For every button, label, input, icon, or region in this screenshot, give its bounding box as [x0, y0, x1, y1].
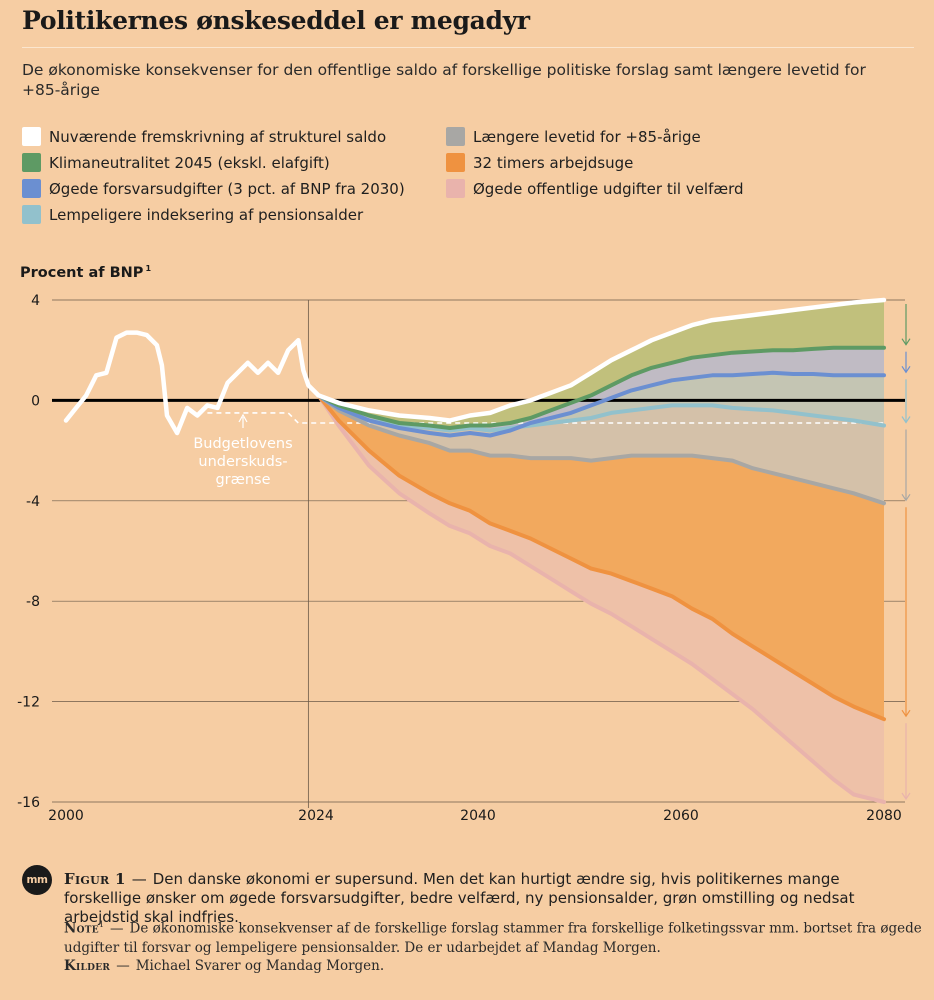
band-climate	[318, 300, 884, 428]
arrow-climate	[901, 304, 911, 346]
x-tick-label: 2040	[460, 808, 496, 824]
legend-label: Længere levetid for +85-årige	[473, 127, 701, 146]
legend-item-welfare: Øgede offentlige udgifter til velfærd	[446, 179, 744, 198]
chart-lines	[52, 297, 905, 804]
band-longevity	[318, 395, 884, 504]
y-tick-label: -12	[17, 695, 40, 711]
y-tick-labels: 4 0 -4 -8 -12 -16	[17, 293, 40, 811]
note-body: De økonomiske konsekvenser af de forskel…	[64, 920, 922, 956]
page-title: Politikernes ønskeseddel er megadyr	[22, 6, 530, 35]
arrow-pension	[901, 379, 911, 424]
legend-item-climate: Klimaneutralitet 2045 (ekskl. elafgift)	[22, 153, 330, 172]
arrow-32-hours	[901, 507, 911, 718]
note-text: Note1— De økonomiske konsekvenser af de f…	[64, 920, 922, 956]
line-welfare	[316, 393, 886, 804]
y-axis-title-note: 1	[145, 264, 151, 273]
figure-label: Figur 1	[64, 870, 126, 888]
line-structural-balance	[316, 297, 887, 423]
legend-swatch	[22, 179, 41, 198]
y-axis-title: Procent af BNP 1	[20, 264, 151, 281]
note-label: Note	[64, 920, 99, 937]
line-pension	[316, 393, 886, 433]
x-tick-label: 2000	[48, 808, 84, 824]
arrow-defence	[901, 351, 911, 374]
line-longevity	[316, 393, 886, 506]
line-climate	[316, 345, 886, 430]
legend-item-defence: Øgede forsvarsudgifter (3 pct. af BNP fr…	[22, 179, 405, 198]
legend-label: Nuværende fremskrivning af strukturel sa…	[49, 127, 387, 146]
legend-swatch	[22, 205, 41, 224]
sources-label: Kilder	[64, 958, 111, 974]
y-tick-label: -8	[26, 594, 40, 610]
sources-body: Michael Svarer og Mandag Morgen.	[135, 958, 385, 974]
figure-body: Den danske økonomi er supersund. Men det…	[64, 870, 855, 926]
y-tick-label: -4	[26, 494, 40, 510]
legend-swatch	[446, 127, 465, 146]
area-chart: Procent af BNP 1 4 0 -4 -8 -12 -16 2000 2024 204…	[17, 264, 911, 824]
legend-item-structural-balance: Nuværende fremskrivning af strukturel sa…	[22, 127, 386, 146]
annotation-line: Budgetlovens	[193, 436, 292, 452]
x-tick-labels: 2000 2024 2040 2060 2080	[48, 808, 902, 824]
mandag-morgen-logo: mm	[22, 865, 52, 895]
legend-swatch	[446, 153, 465, 172]
legend-label: 32 timers arbejdsuge	[473, 153, 634, 172]
sources-text: Kilder — Michael Svarer og Mandag Morgen.	[64, 958, 385, 974]
x-tick-label: 2024	[298, 808, 334, 824]
line-historical-balance	[63, 330, 321, 436]
y-tick-label: 0	[31, 393, 40, 409]
legend-label: Øgede offentlige udgifter til velfærd	[473, 179, 744, 198]
figure-text: Figur 1— Den danske økonomi er supersund.…	[64, 870, 855, 926]
legend-item-pension: Lempeligere indeksering af pensionsalder	[22, 205, 363, 224]
y-tick-label: -16	[17, 795, 40, 811]
deficit-limit-annotation: Budgetlovens underskuds-grænse	[193, 413, 293, 488]
annotation-arrowhead	[238, 413, 248, 423]
x-tick-label: 2080	[866, 808, 902, 824]
legend-swatch	[22, 127, 41, 146]
delta-arrows	[901, 304, 911, 801]
y-tick-label: 4	[31, 293, 40, 309]
subtitle: De økonomiske konsekvenser for den offen…	[22, 61, 866, 99]
line-defence	[316, 370, 886, 438]
arrow-longevity	[901, 429, 911, 502]
line-32-hours	[316, 393, 886, 722]
legend-swatch	[22, 153, 41, 172]
annotation-line: underskuds-	[198, 454, 287, 470]
title-divider	[22, 47, 914, 48]
legend-swatch	[446, 179, 465, 198]
arrow-welfare	[901, 723, 911, 801]
legend-label: Øgede forsvarsudgifter (3 pct. af BNP fr…	[49, 179, 405, 198]
band-pension	[318, 372, 884, 436]
x-tick-label: 2060	[663, 808, 699, 824]
legend-item-32-hours: 32 timers arbejdsuge	[446, 153, 633, 172]
legend-item-longevity: Længere levetid for +85-årige	[446, 127, 701, 146]
note-mark: 1	[98, 920, 105, 929]
legend-label: Lempeligere indeksering af pensionsalder	[49, 205, 364, 224]
deficit-limit-line	[207, 412, 884, 424]
legend-label: Klimaneutralitet 2045 (ekskl. elafgift)	[49, 153, 330, 172]
annotation-line: grænse	[215, 472, 270, 488]
